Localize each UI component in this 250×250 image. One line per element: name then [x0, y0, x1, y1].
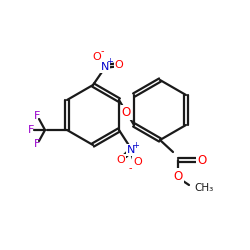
Text: F: F — [34, 111, 40, 121]
Text: O: O — [114, 60, 124, 70]
Text: O: O — [116, 155, 125, 165]
Text: O: O — [174, 170, 182, 182]
Text: +: + — [106, 58, 114, 66]
Text: O: O — [134, 157, 142, 167]
Text: F: F — [34, 139, 40, 149]
Text: F: F — [28, 125, 34, 135]
Text: N: N — [127, 145, 135, 155]
Text: O: O — [92, 52, 102, 62]
Text: +: + — [132, 140, 140, 149]
Text: CH₃: CH₃ — [194, 183, 213, 193]
Text: O: O — [122, 106, 131, 119]
Text: N: N — [101, 62, 109, 72]
Text: -: - — [100, 46, 104, 56]
Text: O: O — [198, 154, 206, 166]
Text: -: - — [128, 163, 132, 173]
